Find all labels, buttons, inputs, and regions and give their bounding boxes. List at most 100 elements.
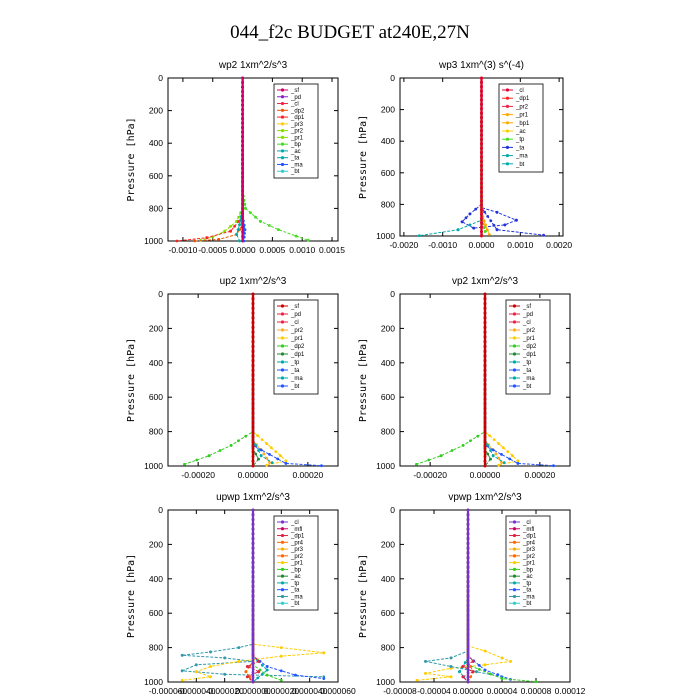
legend-label: _tp bbox=[290, 581, 300, 587]
series-marker bbox=[251, 680, 255, 684]
y-tick-label: 800 bbox=[149, 427, 163, 437]
series-marker bbox=[480, 168, 483, 172]
series-marker bbox=[466, 623, 470, 627]
series-marker bbox=[241, 194, 245, 198]
series-marker bbox=[480, 85, 483, 89]
series-marker bbox=[254, 452, 258, 456]
series-marker bbox=[265, 665, 269, 668]
series-line-pr2 bbox=[252, 294, 270, 463]
legend-marker bbox=[512, 368, 517, 372]
series-line-pr1 bbox=[481, 78, 490, 235]
series-marker bbox=[461, 444, 465, 447]
legend-marker bbox=[280, 581, 285, 585]
series-line-pr2 bbox=[484, 294, 502, 463]
series-marker bbox=[251, 373, 255, 377]
series-marker bbox=[251, 311, 255, 315]
series-marker bbox=[205, 236, 209, 240]
y-tick-label: 400 bbox=[381, 574, 395, 584]
series-marker bbox=[483, 450, 487, 454]
series-marker bbox=[466, 675, 470, 679]
series-marker bbox=[466, 661, 470, 665]
legend-marker bbox=[505, 154, 510, 158]
series-marker bbox=[251, 642, 255, 646]
series-marker bbox=[251, 450, 255, 454]
series-marker bbox=[506, 450, 510, 454]
series-marker bbox=[466, 575, 470, 579]
series-marker bbox=[483, 663, 487, 667]
series-marker bbox=[482, 226, 486, 230]
series-marker bbox=[256, 434, 259, 437]
series-marker bbox=[251, 464, 255, 468]
series-marker bbox=[469, 675, 472, 679]
series-marker bbox=[322, 677, 326, 680]
panel-3: vp2 1xm^2/s^3 Pressure [hPa] 0 200 400 600 800… bbox=[358, 276, 571, 480]
legend-label: _ta bbox=[290, 588, 300, 594]
x-tick-label: -0.000060 bbox=[149, 686, 188, 696]
series-marker bbox=[257, 670, 261, 674]
legend-marker bbox=[280, 336, 285, 340]
series-marker bbox=[251, 637, 255, 641]
series-marker bbox=[251, 388, 255, 391]
y-tick-label: 400 bbox=[381, 358, 395, 368]
series-marker bbox=[251, 412, 255, 415]
series-marker bbox=[180, 653, 184, 657]
series-marker bbox=[483, 330, 487, 334]
legend-label: _ta bbox=[522, 588, 532, 594]
series-marker bbox=[480, 116, 483, 119]
legend-marker bbox=[512, 320, 517, 324]
legend-marker bbox=[505, 121, 510, 125]
x-tick-label: -0.0005 bbox=[198, 245, 227, 255]
series-marker bbox=[500, 677, 504, 680]
x-tick-label: 0.00000 bbox=[470, 470, 501, 480]
series-marker bbox=[251, 623, 255, 627]
y-tick-label: 0 bbox=[158, 73, 163, 83]
series-marker bbox=[500, 656, 504, 660]
series-marker bbox=[466, 513, 470, 517]
legend-marker bbox=[512, 336, 517, 340]
y-tick-label: 400 bbox=[381, 136, 395, 146]
series-marker bbox=[477, 668, 481, 671]
y-tick-label: 600 bbox=[149, 608, 163, 618]
series-marker bbox=[497, 456, 501, 460]
y-tick-label: 0 bbox=[390, 73, 395, 83]
y-tick-label: 600 bbox=[381, 392, 395, 402]
series-marker bbox=[516, 462, 520, 465]
series-marker bbox=[251, 359, 255, 363]
y-axis-label: Pressure [hPa] bbox=[126, 554, 137, 638]
series-marker bbox=[241, 108, 245, 112]
series-marker bbox=[241, 158, 245, 161]
series-marker bbox=[480, 225, 483, 229]
legend-marker bbox=[280, 162, 285, 167]
panel-title: vpwp 1xm^2/s^3 bbox=[448, 492, 522, 503]
series-marker bbox=[483, 302, 487, 305]
series-marker bbox=[466, 546, 470, 550]
series-marker bbox=[487, 233, 491, 236]
legend-label: _ma bbox=[290, 376, 303, 382]
series-marker bbox=[251, 599, 255, 603]
series-marker bbox=[284, 459, 288, 463]
series-marker bbox=[251, 321, 255, 325]
series-marker bbox=[251, 575, 255, 579]
x-tick-label: 0.0010 bbox=[507, 240, 533, 250]
legend-marker bbox=[512, 581, 517, 585]
y-tick-label: 400 bbox=[149, 358, 163, 368]
legend-label: _sf bbox=[522, 304, 531, 310]
series-marker bbox=[251, 585, 255, 588]
series-marker bbox=[251, 383, 255, 387]
series-marker bbox=[251, 340, 255, 344]
series-marker bbox=[251, 459, 255, 463]
y-tick-label: 200 bbox=[381, 539, 395, 549]
series-marker bbox=[466, 542, 470, 545]
series-marker bbox=[251, 364, 255, 368]
series-marker bbox=[251, 330, 255, 334]
x-tick-label: -0.00004 bbox=[417, 686, 451, 696]
legend-label: _dp1 bbox=[522, 352, 537, 358]
legend-label: _pr1 bbox=[290, 561, 304, 567]
legend-label: _pr2 bbox=[522, 554, 536, 560]
legend-marker bbox=[280, 360, 285, 364]
series-marker bbox=[217, 238, 221, 241]
series-marker bbox=[241, 85, 245, 89]
legend-marker bbox=[280, 561, 285, 565]
legend-marker bbox=[512, 547, 517, 551]
series-marker bbox=[251, 542, 255, 545]
